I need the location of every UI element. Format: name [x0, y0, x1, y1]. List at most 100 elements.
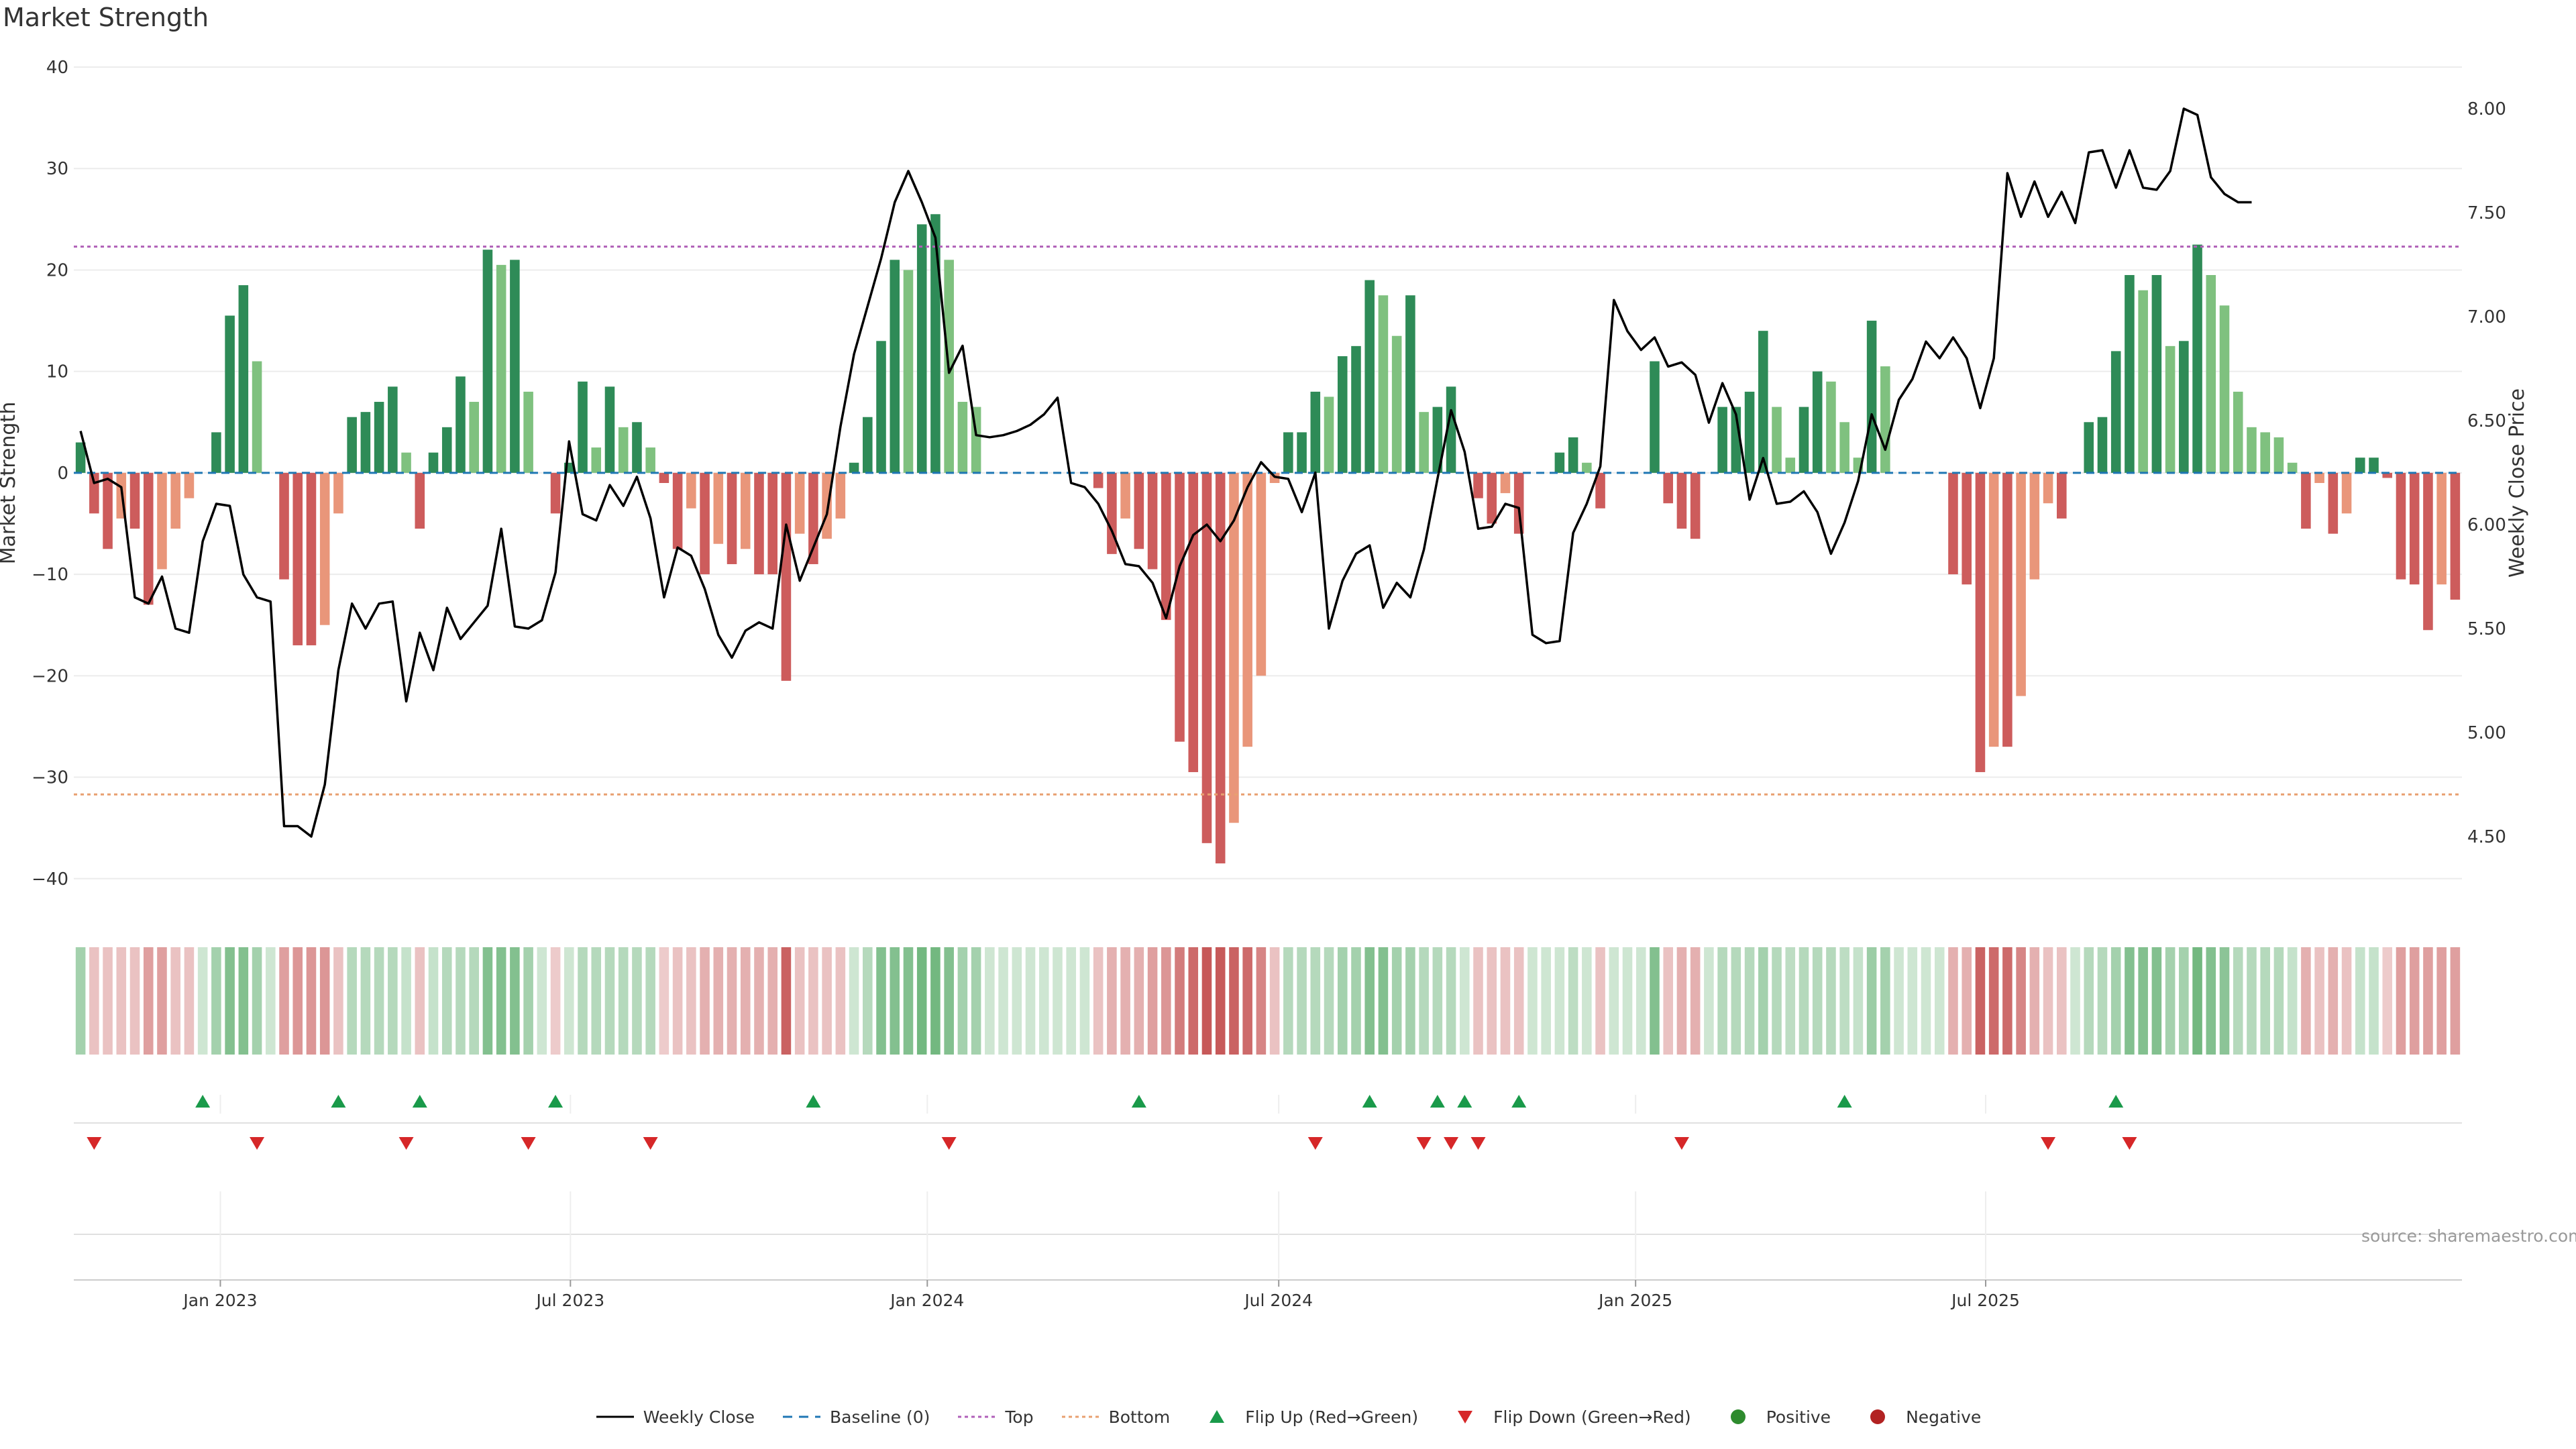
legend-item-baseline[interactable]: Baseline (0): [782, 1407, 930, 1427]
legend-item-positive[interactable]: Positive: [1718, 1407, 1831, 1427]
legend-item-bottom[interactable]: Bottom: [1061, 1407, 1170, 1427]
strip-cell: [1269, 947, 1280, 1055]
legend-item-top[interactable]: Top: [957, 1407, 1034, 1427]
strength-bar: [319, 472, 330, 625]
strip-cell: [2409, 947, 2420, 1055]
strength-bar: [890, 260, 900, 473]
strength-bar: [849, 462, 859, 473]
strength-bar: [1839, 422, 1849, 473]
legend-item-negative[interactable]: Negative: [1858, 1407, 1981, 1427]
strip-cell: [1134, 947, 1144, 1055]
strip-cell: [1595, 947, 1605, 1055]
strip-cell: [1364, 947, 1375, 1055]
strength-bar: [103, 472, 113, 549]
strip-cell: [2029, 947, 2040, 1055]
strength-bar: [1134, 472, 1144, 549]
strength-bar: [415, 472, 425, 529]
strength-bar: [1663, 472, 1673, 504]
x-tick-label: Jul 2024: [1243, 1291, 1313, 1310]
strip-cell: [1568, 947, 1578, 1055]
strength-bar: [591, 447, 602, 473]
strip-cell: [1446, 947, 1456, 1055]
strip-cell: [1107, 947, 1117, 1055]
strength-bar: [727, 472, 737, 564]
strip-cell: [2396, 947, 2406, 1055]
strip-cell: [604, 947, 615, 1055]
strength-bar: [781, 472, 792, 681]
strength-bar: [2097, 417, 2108, 473]
strip-cell: [1988, 947, 1999, 1055]
strength-bar: [523, 391, 533, 473]
strip-cell: [591, 947, 602, 1055]
y2-tick-label: 7.00: [2467, 307, 2506, 327]
legend-item-flip-down[interactable]: Flip Down (Green→Red): [1445, 1407, 1691, 1427]
strength-bar: [1446, 386, 1456, 473]
strength-bar: [2043, 472, 2053, 504]
strength-bar: [2110, 351, 2121, 473]
legend-label: Baseline (0): [830, 1407, 930, 1427]
triangle-up-icon: [1210, 1410, 1225, 1423]
y-tick-label: 10: [46, 362, 68, 382]
strip-cell: [252, 947, 262, 1055]
strip-cell: [1487, 947, 1497, 1055]
strip-cell: [2125, 947, 2135, 1055]
strength-bar: [1799, 407, 1809, 473]
strip-cell: [1975, 947, 1986, 1055]
y-tick-label: −10: [32, 565, 68, 585]
strip-cell: [863, 947, 873, 1055]
strength-bar: [2273, 437, 2284, 473]
strength-bar: [1595, 472, 1605, 508]
strength-bar: [1650, 361, 1660, 473]
flip-down-marker: [643, 1137, 658, 1150]
strength-bar: [1242, 472, 1252, 747]
strip-cell: [537, 947, 547, 1055]
flip-down-marker: [1416, 1137, 1432, 1150]
flip-up-marker: [548, 1095, 564, 1108]
strength-bar: [754, 472, 764, 575]
strip-cell: [1513, 947, 1524, 1055]
flip-up-marker: [1837, 1095, 1852, 1108]
strip-cell: [1256, 947, 1267, 1055]
strength-bar: [252, 361, 262, 473]
strength-bar: [482, 250, 493, 473]
strip-cell: [672, 947, 683, 1055]
legend-label: Flip Up (Red→Green): [1245, 1407, 1419, 1427]
strength-bar: [876, 341, 886, 473]
strip-cell: [1038, 947, 1049, 1055]
legend-item-weekly-close[interactable]: Weekly Close: [595, 1407, 755, 1427]
strip-cell: [876, 947, 886, 1055]
strip-cell: [1622, 947, 1633, 1055]
strip-cell: [1188, 947, 1199, 1055]
strength-bar: [1717, 407, 1727, 473]
legend-item-flip-up[interactable]: Flip Up (Red→Green): [1197, 1407, 1418, 1427]
strip-cell: [1025, 947, 1036, 1055]
strength-bar: [1758, 331, 1768, 473]
strip-cell: [659, 947, 669, 1055]
strip-cell: [1161, 947, 1171, 1055]
flip-markers: [74, 1095, 2462, 1235]
strength-bar: [1988, 472, 1999, 747]
strip-cell: [1120, 947, 1130, 1055]
strip-cell: [1297, 947, 1307, 1055]
strip-cell: [510, 947, 520, 1055]
strength-bar: [794, 472, 805, 534]
y-axis-left-label: Market Strength: [0, 402, 20, 564]
strip-cell: [930, 947, 941, 1055]
strip-cell: [428, 947, 439, 1055]
strength-bar: [2423, 472, 2433, 631]
strip-cell: [523, 947, 533, 1055]
strip-cell: [2355, 947, 2365, 1055]
strength-bar: [170, 472, 180, 529]
strip-cell: [266, 947, 276, 1055]
strip-cell: [713, 947, 724, 1055]
strength-bar: [1513, 472, 1524, 534]
strip-cell: [1839, 947, 1849, 1055]
triangle-down-icon: [1458, 1411, 1473, 1424]
strength-bar: [496, 264, 506, 473]
strength-bar: [957, 402, 968, 473]
flip-up-marker: [195, 1095, 211, 1108]
strip-cell: [143, 947, 154, 1055]
strength-bar: [1378, 295, 1389, 473]
strength-bar: [2206, 275, 2216, 473]
legend-label: Positive: [1766, 1407, 1831, 1427]
